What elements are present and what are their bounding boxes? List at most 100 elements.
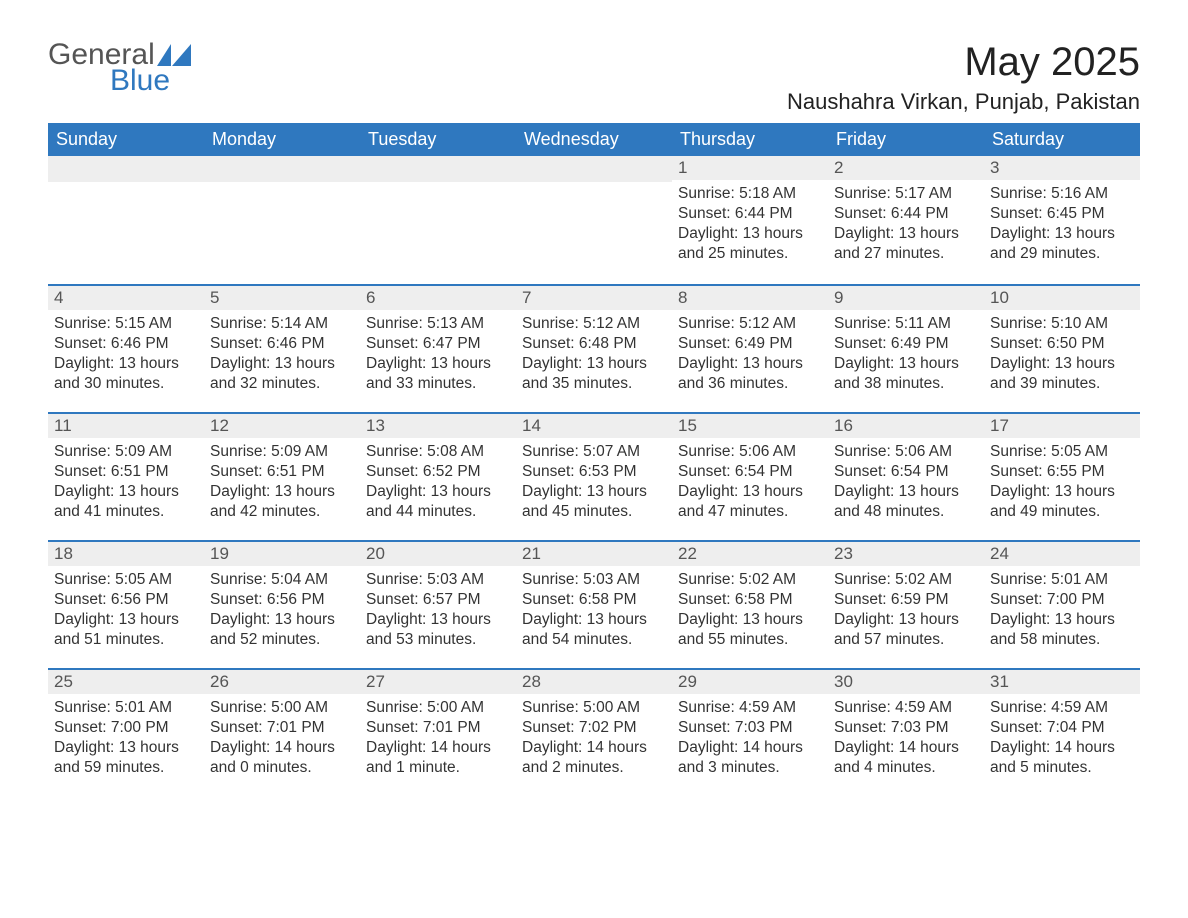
day-dayl2: and 35 minutes. bbox=[522, 374, 666, 394]
day-dayl1: Daylight: 14 hours bbox=[990, 738, 1134, 758]
day-dayl1: Daylight: 14 hours bbox=[678, 738, 822, 758]
day-sunset: Sunset: 6:47 PM bbox=[366, 334, 510, 354]
day-details: Sunrise: 5:14 AMSunset: 6:46 PMDaylight:… bbox=[204, 310, 360, 395]
calendar-cell: 31Sunrise: 4:59 AMSunset: 7:04 PMDayligh… bbox=[984, 668, 1140, 796]
day-dayl1: Daylight: 14 hours bbox=[366, 738, 510, 758]
day-details: Sunrise: 5:02 AMSunset: 6:59 PMDaylight:… bbox=[828, 566, 984, 651]
calendar-week-row: 25Sunrise: 5:01 AMSunset: 7:00 PMDayligh… bbox=[48, 668, 1140, 796]
calendar-cell: 1Sunrise: 5:18 AMSunset: 6:44 PMDaylight… bbox=[672, 156, 828, 284]
calendar-cell: 13Sunrise: 5:08 AMSunset: 6:52 PMDayligh… bbox=[360, 412, 516, 540]
day-dayl2: and 2 minutes. bbox=[522, 758, 666, 778]
day-sunset: Sunset: 6:49 PM bbox=[678, 334, 822, 354]
day-sunrise: Sunrise: 4:59 AM bbox=[834, 698, 978, 718]
weekday-header: Friday bbox=[828, 123, 984, 156]
brand-logo: General Blue bbox=[48, 40, 191, 96]
day-sunrise: Sunrise: 5:05 AM bbox=[990, 442, 1134, 462]
calendar-cell: 11Sunrise: 5:09 AMSunset: 6:51 PMDayligh… bbox=[48, 412, 204, 540]
day-details: Sunrise: 5:06 AMSunset: 6:54 PMDaylight:… bbox=[828, 438, 984, 523]
day-dayl2: and 57 minutes. bbox=[834, 630, 978, 650]
day-sunrise: Sunrise: 5:08 AM bbox=[366, 442, 510, 462]
weekday-header: Saturday bbox=[984, 123, 1140, 156]
day-sunset: Sunset: 7:03 PM bbox=[834, 718, 978, 738]
empty-day-bar bbox=[204, 156, 360, 182]
day-number: 19 bbox=[204, 540, 360, 566]
calendar-week-row: 4Sunrise: 5:15 AMSunset: 6:46 PMDaylight… bbox=[48, 284, 1140, 412]
day-details: Sunrise: 5:12 AMSunset: 6:48 PMDaylight:… bbox=[516, 310, 672, 395]
header: General Blue May 2025 Naushahra Virkan, … bbox=[48, 40, 1140, 123]
day-details: Sunrise: 5:16 AMSunset: 6:45 PMDaylight:… bbox=[984, 180, 1140, 265]
day-sunset: Sunset: 6:58 PM bbox=[522, 590, 666, 610]
day-dayl1: Daylight: 13 hours bbox=[678, 610, 822, 630]
day-details: Sunrise: 5:11 AMSunset: 6:49 PMDaylight:… bbox=[828, 310, 984, 395]
calendar-cell: 2Sunrise: 5:17 AMSunset: 6:44 PMDaylight… bbox=[828, 156, 984, 284]
day-details: Sunrise: 5:04 AMSunset: 6:56 PMDaylight:… bbox=[204, 566, 360, 651]
day-sunset: Sunset: 6:58 PM bbox=[678, 590, 822, 610]
calendar-cell: 23Sunrise: 5:02 AMSunset: 6:59 PMDayligh… bbox=[828, 540, 984, 668]
day-sunset: Sunset: 7:00 PM bbox=[54, 718, 198, 738]
day-details: Sunrise: 5:10 AMSunset: 6:50 PMDaylight:… bbox=[984, 310, 1140, 395]
day-number: 13 bbox=[360, 412, 516, 438]
day-sunset: Sunset: 7:00 PM bbox=[990, 590, 1134, 610]
day-sunrise: Sunrise: 5:13 AM bbox=[366, 314, 510, 334]
day-dayl2: and 55 minutes. bbox=[678, 630, 822, 650]
day-dayl1: Daylight: 13 hours bbox=[54, 610, 198, 630]
calendar-cell: 4Sunrise: 5:15 AMSunset: 6:46 PMDaylight… bbox=[48, 284, 204, 412]
day-number: 23 bbox=[828, 540, 984, 566]
calendar-cell: 22Sunrise: 5:02 AMSunset: 6:58 PMDayligh… bbox=[672, 540, 828, 668]
day-sunset: Sunset: 6:56 PM bbox=[54, 590, 198, 610]
day-details: Sunrise: 5:00 AMSunset: 7:02 PMDaylight:… bbox=[516, 694, 672, 779]
day-dayl2: and 33 minutes. bbox=[366, 374, 510, 394]
day-sunrise: Sunrise: 5:03 AM bbox=[522, 570, 666, 590]
day-sunrise: Sunrise: 5:05 AM bbox=[54, 570, 198, 590]
calendar-cell: 3Sunrise: 5:16 AMSunset: 6:45 PMDaylight… bbox=[984, 156, 1140, 284]
day-dayl1: Daylight: 13 hours bbox=[522, 482, 666, 502]
day-details: Sunrise: 5:02 AMSunset: 6:58 PMDaylight:… bbox=[672, 566, 828, 651]
day-number: 4 bbox=[48, 284, 204, 310]
day-dayl1: Daylight: 13 hours bbox=[990, 482, 1134, 502]
day-number: 22 bbox=[672, 540, 828, 566]
day-details: Sunrise: 5:18 AMSunset: 6:44 PMDaylight:… bbox=[672, 180, 828, 265]
calendar-cell: 19Sunrise: 5:04 AMSunset: 6:56 PMDayligh… bbox=[204, 540, 360, 668]
day-details: Sunrise: 5:07 AMSunset: 6:53 PMDaylight:… bbox=[516, 438, 672, 523]
day-sunset: Sunset: 7:02 PM bbox=[522, 718, 666, 738]
day-dayl1: Daylight: 13 hours bbox=[366, 610, 510, 630]
day-sunrise: Sunrise: 5:11 AM bbox=[834, 314, 978, 334]
calendar-cell: 30Sunrise: 4:59 AMSunset: 7:03 PMDayligh… bbox=[828, 668, 984, 796]
day-dayl1: Daylight: 13 hours bbox=[834, 482, 978, 502]
day-dayl1: Daylight: 13 hours bbox=[678, 224, 822, 244]
day-dayl2: and 38 minutes. bbox=[834, 374, 978, 394]
day-number: 10 bbox=[984, 284, 1140, 310]
day-sunset: Sunset: 6:45 PM bbox=[990, 204, 1134, 224]
title-block: May 2025 Naushahra Virkan, Punjab, Pakis… bbox=[787, 40, 1140, 123]
day-dayl1: Daylight: 13 hours bbox=[210, 610, 354, 630]
day-dayl1: Daylight: 14 hours bbox=[210, 738, 354, 758]
calendar-cell: 15Sunrise: 5:06 AMSunset: 6:54 PMDayligh… bbox=[672, 412, 828, 540]
day-sunrise: Sunrise: 5:16 AM bbox=[990, 184, 1134, 204]
calendar-cell: 6Sunrise: 5:13 AMSunset: 6:47 PMDaylight… bbox=[360, 284, 516, 412]
day-details: Sunrise: 5:09 AMSunset: 6:51 PMDaylight:… bbox=[204, 438, 360, 523]
day-sunset: Sunset: 6:51 PM bbox=[54, 462, 198, 482]
day-dayl2: and 3 minutes. bbox=[678, 758, 822, 778]
day-dayl2: and 30 minutes. bbox=[54, 374, 198, 394]
day-sunrise: Sunrise: 5:18 AM bbox=[678, 184, 822, 204]
day-details: Sunrise: 5:01 AMSunset: 7:00 PMDaylight:… bbox=[984, 566, 1140, 651]
day-dayl2: and 58 minutes. bbox=[990, 630, 1134, 650]
calendar-cell: 26Sunrise: 5:00 AMSunset: 7:01 PMDayligh… bbox=[204, 668, 360, 796]
day-dayl2: and 53 minutes. bbox=[366, 630, 510, 650]
day-dayl2: and 5 minutes. bbox=[990, 758, 1134, 778]
day-dayl2: and 51 minutes. bbox=[54, 630, 198, 650]
day-dayl1: Daylight: 13 hours bbox=[54, 482, 198, 502]
empty-day-bar bbox=[48, 156, 204, 182]
day-details: Sunrise: 5:03 AMSunset: 6:57 PMDaylight:… bbox=[360, 566, 516, 651]
day-dayl1: Daylight: 14 hours bbox=[522, 738, 666, 758]
day-sunset: Sunset: 6:55 PM bbox=[990, 462, 1134, 482]
day-details: Sunrise: 5:12 AMSunset: 6:49 PMDaylight:… bbox=[672, 310, 828, 395]
day-details: Sunrise: 5:03 AMSunset: 6:58 PMDaylight:… bbox=[516, 566, 672, 651]
day-number: 30 bbox=[828, 668, 984, 694]
day-sunset: Sunset: 6:53 PM bbox=[522, 462, 666, 482]
empty-day-bar bbox=[360, 156, 516, 182]
day-dayl2: and 0 minutes. bbox=[210, 758, 354, 778]
day-sunset: Sunset: 6:54 PM bbox=[678, 462, 822, 482]
day-sunset: Sunset: 6:49 PM bbox=[834, 334, 978, 354]
day-sunrise: Sunrise: 5:09 AM bbox=[54, 442, 198, 462]
